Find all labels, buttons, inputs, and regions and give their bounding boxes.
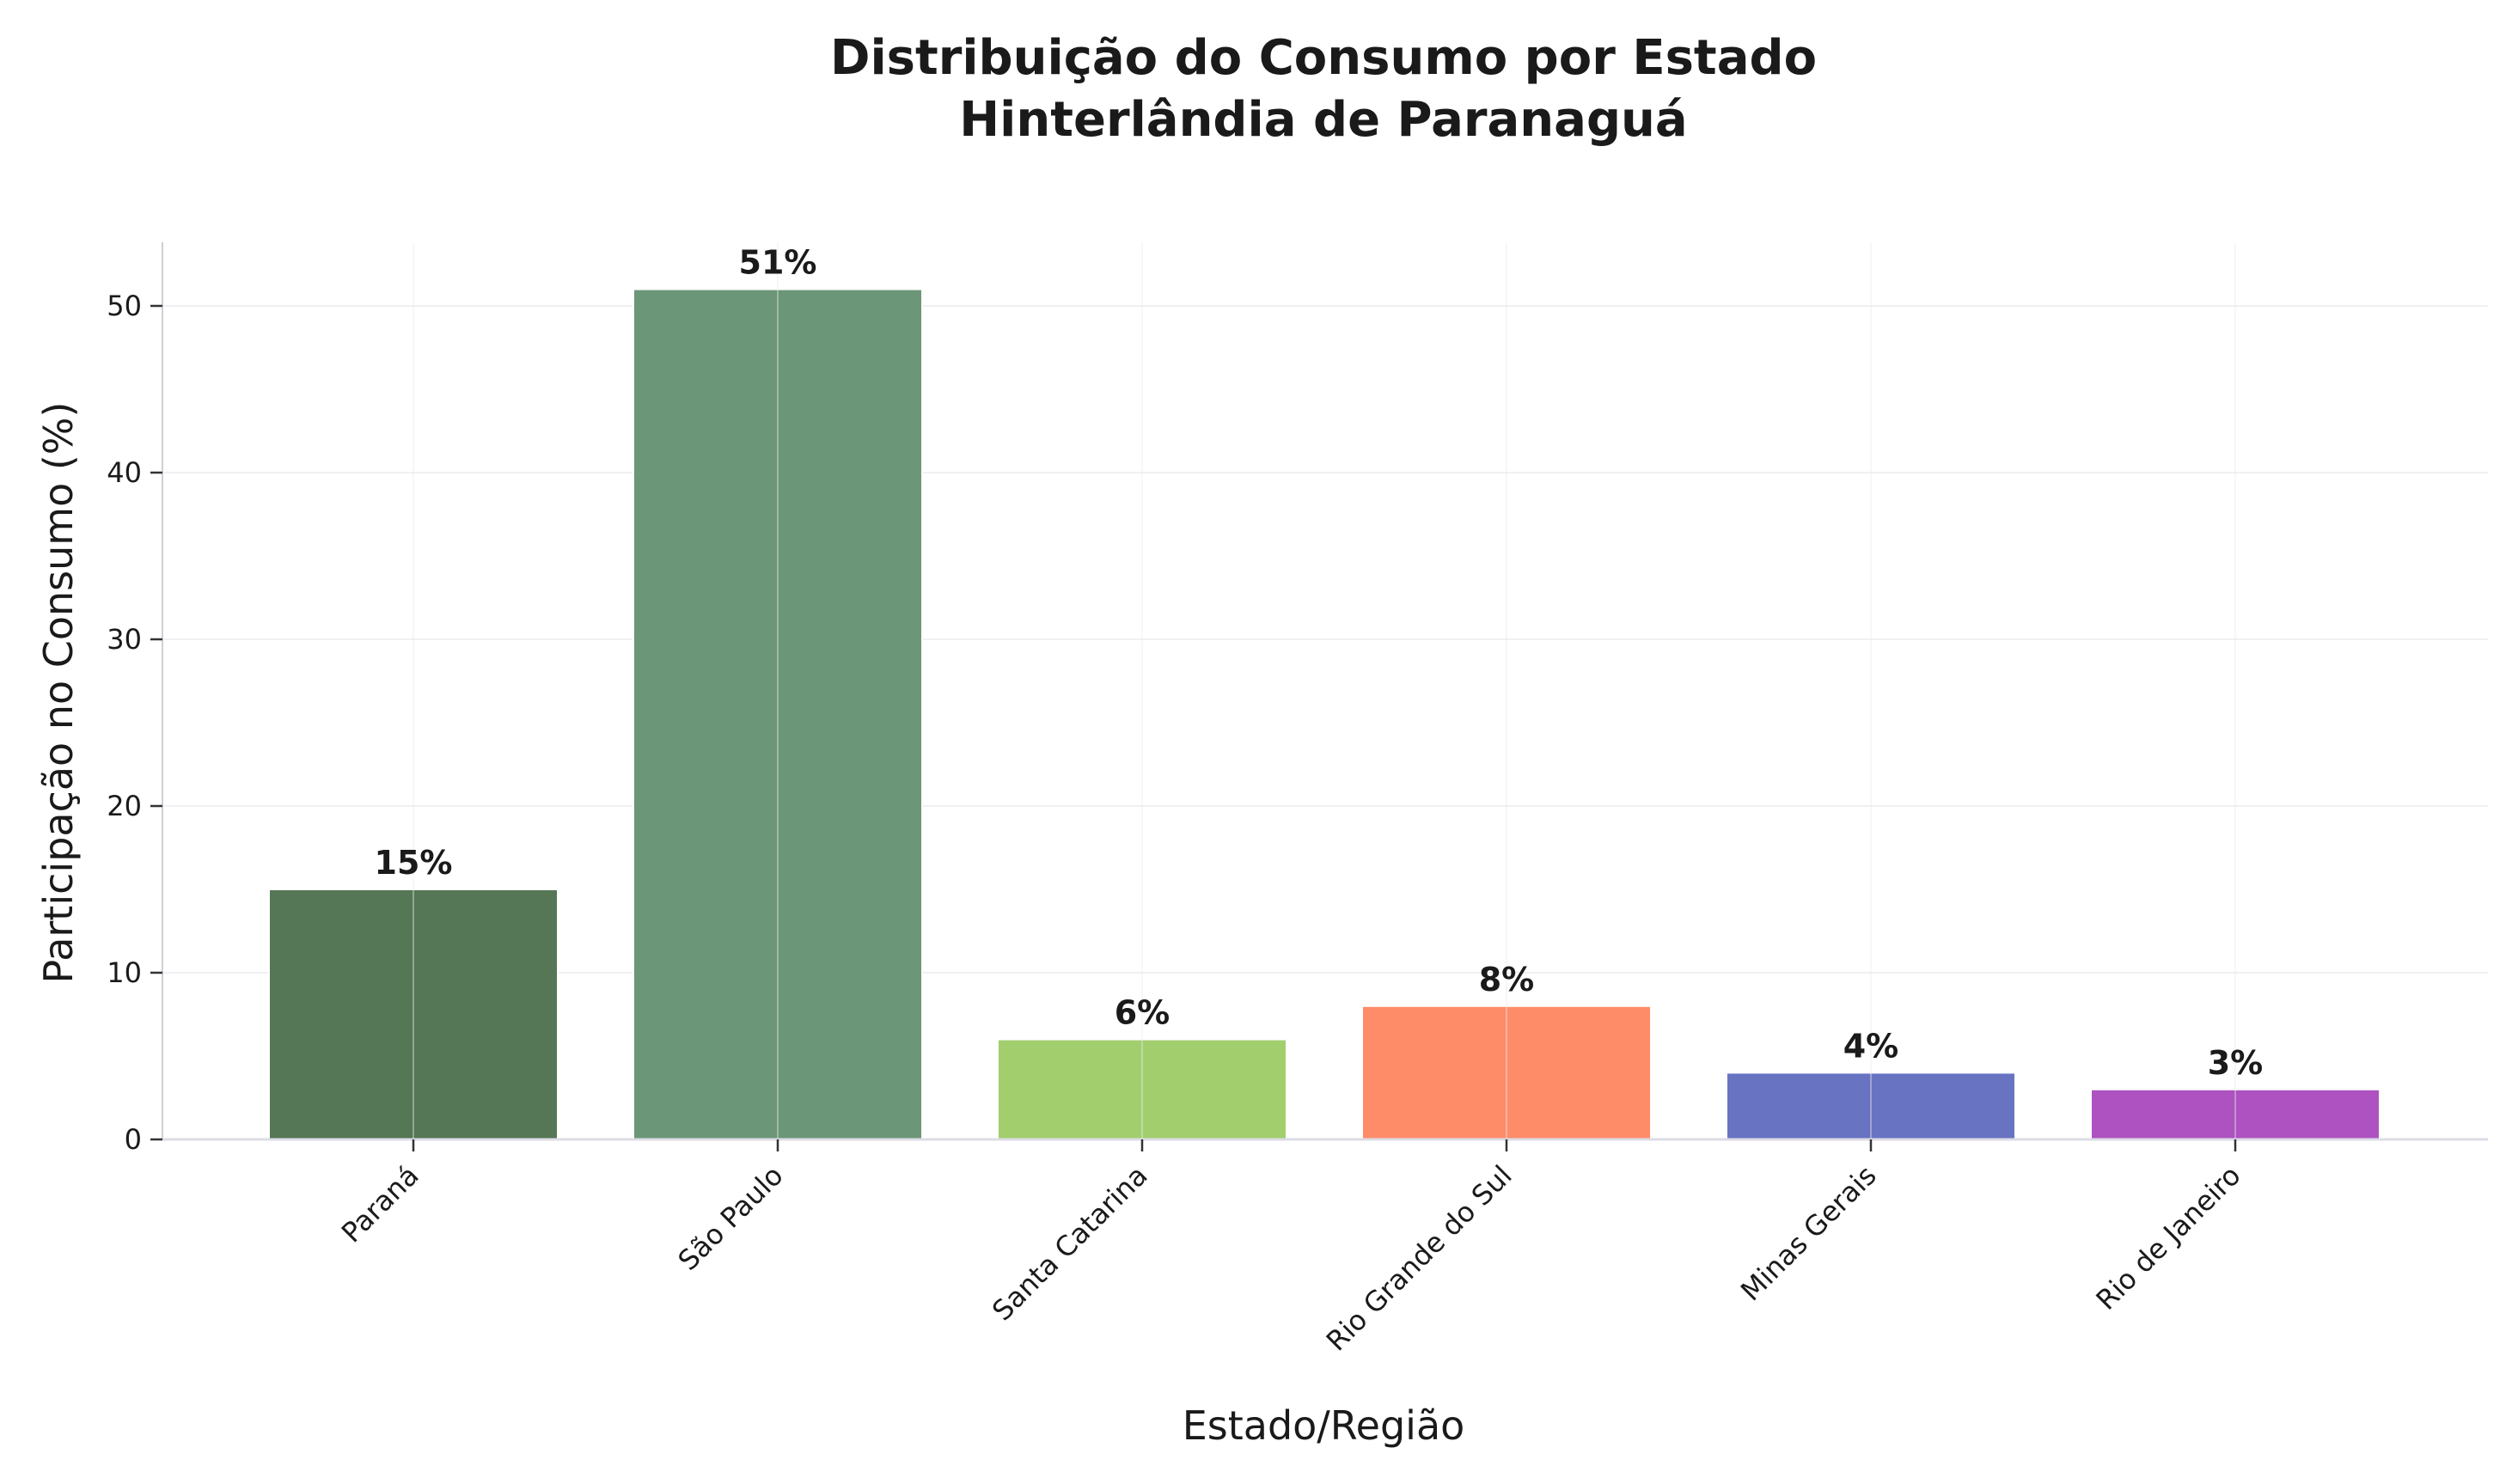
bar-value-label: 6% — [1115, 994, 1170, 1032]
bar-value-label: 8% — [1479, 961, 1535, 998]
y-tick-label: 50 — [107, 290, 142, 322]
x-tick-label: Paraná — [335, 1159, 425, 1249]
x-tick-label: São Paulo — [672, 1159, 790, 1277]
bar-value-label: 3% — [2208, 1044, 2264, 1082]
x-tick-label: Santa Catarina — [986, 1159, 1154, 1328]
y-tick-label: 0 — [125, 1123, 142, 1156]
x-tick-label: Minas Gerais — [1734, 1159, 1883, 1308]
vertical-gridlines — [413, 242, 2236, 1139]
bar-value-label: 4% — [1843, 1027, 1899, 1065]
bars — [268, 288, 2381, 1141]
y-ticks: 0 10 20 30 40 50 — [107, 290, 162, 1156]
chart-title-line2: Hinterlândia de Paranaguá — [959, 92, 1687, 148]
x-tick-label: Rio de Janeiro — [2090, 1159, 2247, 1316]
y-tick-label: 40 — [107, 456, 142, 489]
y-tick-label: 10 — [107, 956, 142, 989]
x-axis-label: Estado/Região — [1183, 1402, 1465, 1449]
y-tick-label: 20 — [107, 790, 142, 822]
y-axis-label: Participação no Consumo (%) — [35, 402, 82, 984]
y-tick-label: 30 — [107, 623, 142, 656]
x-tick-label: Rio Grande do Sul — [1320, 1159, 1519, 1358]
bar-value-label: 15% — [375, 844, 453, 882]
bar-value-label: 51% — [739, 244, 817, 282]
value-labels: 15% 51% 6% 8% 4% 3% — [375, 244, 2264, 1082]
x-ticks: Paraná São Paulo Santa Catarina Rio Grande … — [335, 1139, 2247, 1358]
chart-title-line1: Distribuição do Consumo por Estado — [830, 30, 1817, 86]
